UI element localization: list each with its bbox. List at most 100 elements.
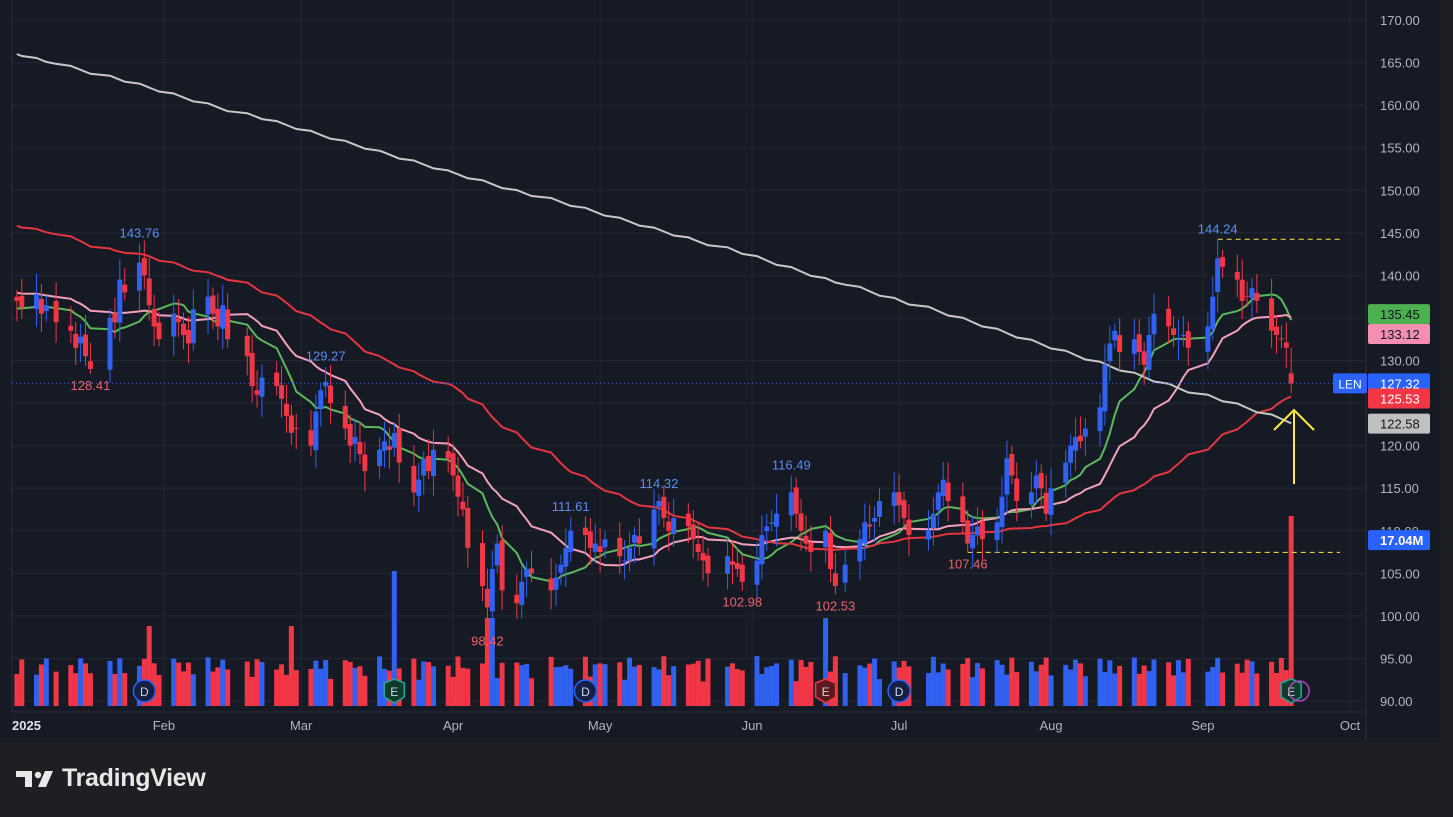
candle-body: [53, 301, 59, 323]
chart-panel[interactable]: 143.76 128.41 129.27 98.42 111.61 114.32 102.9…: [0, 0, 1440, 742]
volume-bar: [548, 656, 554, 706]
candle-body: [1043, 492, 1049, 514]
candle-body: [661, 496, 667, 518]
candle-body: [83, 334, 89, 357]
candle-body: [1107, 343, 1113, 362]
y-tick-label: 115.00: [1380, 481, 1419, 496]
volume-bar: [112, 673, 118, 706]
candle-body: [313, 411, 319, 451]
candle-body: [827, 533, 833, 570]
x-axis[interactable]: 2025 Feb Mar Apr May Jun Jul Aug Sep Oct: [12, 711, 1366, 733]
volume-bar: [342, 660, 348, 706]
candle-body: [690, 524, 696, 540]
volume-bar: [617, 662, 623, 706]
volume-bar: [499, 662, 505, 706]
candle-body: [244, 335, 250, 357]
y-tick-label: 140.00: [1380, 268, 1420, 283]
candle-body: [622, 560, 628, 562]
candle-body: [225, 309, 231, 340]
candle-body: [999, 496, 1005, 528]
y-tick-label: 100.00: [1380, 609, 1420, 624]
volume-bar: [411, 658, 417, 706]
candle-body: [739, 564, 745, 582]
candle-body: [1249, 288, 1255, 298]
dividend-icon: [573, 679, 598, 703]
candle-body: [568, 530, 574, 553]
candle-body: [862, 522, 868, 544]
volume-bar: [185, 662, 191, 706]
candle-body: [328, 385, 334, 404]
volume-bar: [450, 676, 456, 706]
candle-body: [695, 544, 701, 553]
volume-bar: [87, 673, 93, 706]
event-letter: E: [822, 685, 830, 699]
volume-bar: [1028, 661, 1034, 706]
volume-bar: [764, 667, 770, 706]
price-labels: 143.76 128.41 129.27 98.42 111.61 114.32 102.9…: [71, 221, 1238, 648]
price-label-high: 143.76: [120, 225, 160, 240]
candle-body: [901, 500, 907, 518]
candle-body: [141, 258, 147, 276]
candle-body: [1283, 342, 1289, 348]
volume-bar: [1073, 659, 1079, 706]
candle-body: [798, 513, 804, 531]
event-marker-d[interactable]: D: [132, 679, 157, 703]
candle-body: [823, 530, 829, 548]
volume-bar: [318, 668, 324, 706]
price-label-low: 107.46: [948, 556, 988, 571]
candle-body: [494, 543, 500, 566]
event-letter: D: [895, 685, 904, 699]
volume-bar: [960, 663, 966, 706]
volume-bar: [489, 618, 495, 706]
axis-price-badge-text: 122.58: [1380, 417, 1420, 432]
x-tick-label: Sep: [1191, 718, 1214, 733]
volume-bar: [1278, 657, 1284, 706]
candle-body: [1215, 258, 1221, 292]
volume-bar: [994, 660, 1000, 706]
event-marker-d[interactable]: D: [887, 679, 911, 703]
volume-bar: [690, 663, 696, 706]
price-chart[interactable]: 143.76 128.41 129.27 98.42 111.61 114.32 102.9…: [0, 0, 1440, 742]
candle-body: [151, 308, 157, 327]
candle-body: [725, 556, 731, 574]
event-letter: E: [1287, 685, 1295, 699]
event-marker-e[interactable]: E: [814, 678, 837, 704]
candle-body: [1112, 330, 1118, 341]
volume-bar: [965, 657, 971, 706]
x-tick-label: Jun: [742, 718, 763, 733]
event-marker-e[interactable]: E: [1280, 678, 1302, 704]
dividend-icon: [887, 679, 911, 703]
price-label-high: 111.61: [552, 499, 590, 514]
event-marker-d[interactable]: D: [573, 679, 598, 703]
volume-bar: [1185, 658, 1191, 706]
tradingview-brand[interactable]: TradingView: [16, 764, 206, 793]
volume-bar: [259, 662, 265, 706]
candle-body: [979, 521, 985, 540]
volume-bar: [700, 681, 706, 706]
volume-bar: [1249, 661, 1255, 706]
volume-bar: [1254, 673, 1260, 706]
candle-body: [205, 296, 211, 315]
candle-body: [1033, 475, 1039, 489]
chart-grid: [11, 0, 1366, 712]
y-tick-label: 165.00: [1380, 56, 1420, 71]
candle-body: [857, 539, 863, 562]
candle-body: [1073, 437, 1079, 451]
candle-body: [774, 513, 780, 527]
candle-body: [347, 424, 353, 446]
candle-body: [563, 547, 569, 567]
volume-bar: [426, 662, 432, 706]
candle-body: [808, 542, 814, 553]
y-tick-label: 130.00: [1380, 354, 1420, 369]
event-marker-e[interactable]: E: [383, 678, 406, 704]
candle-body: [68, 325, 74, 331]
candle-body: [156, 322, 162, 340]
volume-bar: [313, 660, 319, 706]
candle-body: [965, 520, 971, 544]
volume-bar: [1038, 664, 1044, 706]
volume-bar: [970, 677, 976, 706]
candle-body: [617, 537, 623, 557]
price-label-high: 129.27: [306, 349, 346, 364]
axis-price-badge: [1368, 323, 1430, 344]
